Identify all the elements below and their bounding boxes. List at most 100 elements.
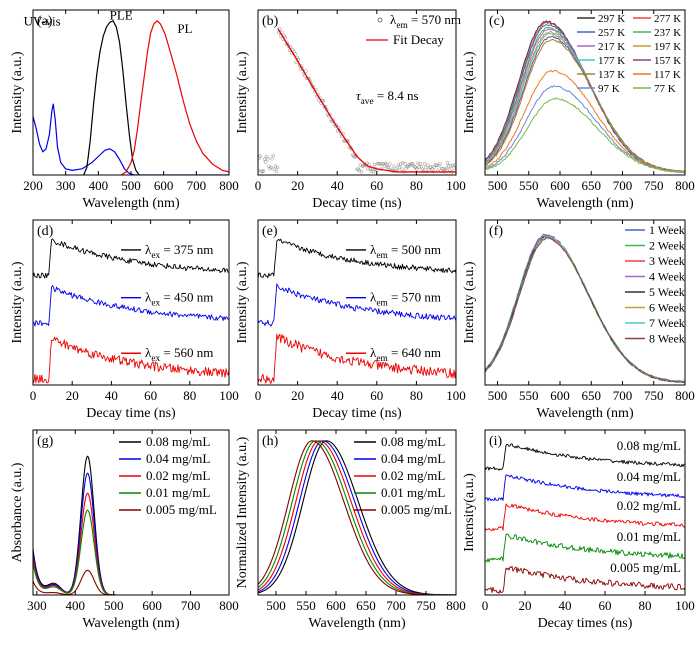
data-point <box>270 156 274 161</box>
decay-line <box>33 285 229 327</box>
legend-label: 137 K <box>598 69 625 81</box>
series-line <box>33 569 229 595</box>
x-tick-label: 700 <box>187 178 207 193</box>
decay-line <box>33 238 229 279</box>
x-tick-label: 400 <box>66 598 86 613</box>
y-axis-label: Intensity (a.u.) <box>10 261 25 343</box>
data-point <box>377 161 381 166</box>
decay-line <box>485 533 685 563</box>
legend-label: λex = 450 nm <box>145 290 213 309</box>
data-point <box>441 166 445 171</box>
data-point <box>263 160 268 164</box>
legend-label: 197 K <box>654 41 681 53</box>
x-tick-label: 800 <box>675 388 695 403</box>
data-point <box>286 44 291 48</box>
data-point <box>378 162 382 166</box>
plot-area <box>33 238 229 384</box>
data-point <box>269 165 273 170</box>
data-point <box>453 163 456 167</box>
x-tick-label: 80 <box>410 178 423 193</box>
fit-decay-line <box>277 28 456 173</box>
decay-line <box>258 238 456 279</box>
panel-d: λex = 375 nm λex = 450 nm λex = 560 nm 0 20 4… <box>10 219 239 421</box>
data-point <box>266 157 270 161</box>
legend-label: 8 Week <box>649 332 685 346</box>
data-point <box>359 170 364 174</box>
data-point <box>422 161 427 166</box>
data-point <box>274 169 279 174</box>
data-point <box>426 163 430 168</box>
panel-label: (e) <box>262 224 278 239</box>
y-axis-label: Normalized Intensity (a.u.) <box>235 436 250 588</box>
x-tick-label: 650 <box>582 178 602 193</box>
x-axis-label: Wavelength (nm) <box>82 196 180 211</box>
data-point <box>437 163 441 168</box>
y-axis-label: Absorbance (a.u.) <box>10 462 25 562</box>
decay-line <box>485 565 685 594</box>
y-axis-label: Intensity(a.u.) <box>462 473 477 552</box>
data-point <box>420 167 425 172</box>
x-tick-label: 800 <box>219 178 239 193</box>
x-tick-label: 550 <box>519 178 539 193</box>
data-point <box>371 169 376 174</box>
legend-label: 0.005 mg/mL <box>146 502 217 517</box>
data-point <box>438 162 442 166</box>
x-tick-label: 700 <box>181 598 201 613</box>
x-tick-label: 500 <box>488 178 508 193</box>
data-point <box>324 108 329 112</box>
legend-label: λex = 375 nm <box>145 242 213 261</box>
legend-label: 257 K <box>598 27 625 39</box>
x-axis-label: Decay time (ns) <box>86 406 176 421</box>
data-point <box>272 167 277 172</box>
data-point <box>432 165 437 169</box>
x-tick-label: 60 <box>370 178 383 193</box>
x-tick-label: 80 <box>639 598 652 613</box>
plot-frame <box>32 219 230 386</box>
legend-label: 0.02 mg/mL <box>381 468 445 483</box>
legend-label: 77 K <box>654 83 676 95</box>
plot-frame <box>257 9 457 176</box>
x-tick-label: 500 <box>266 598 286 613</box>
x-tick-label: 750 <box>644 178 664 193</box>
x-tick-label: 800 <box>446 598 466 613</box>
plot-area <box>485 233 685 384</box>
series-line <box>33 103 229 175</box>
data-point <box>444 166 449 171</box>
y-axis-label: Intensity (a.u.) <box>235 261 250 343</box>
x-tick-label: 400 <box>89 178 109 193</box>
legend-label: 2 Week <box>649 239 685 253</box>
data-point <box>415 167 419 171</box>
x-axis-label: Wavelength (nm) <box>536 406 634 421</box>
x-tick-label: 200 <box>23 178 43 193</box>
legend-label: 0.08 mg/mL <box>381 434 445 449</box>
series-line <box>83 20 140 175</box>
x-tick-label: 0 <box>255 388 262 403</box>
curve-label: PL <box>177 21 192 36</box>
data-point <box>271 153 275 158</box>
plot-frame <box>484 9 686 176</box>
data-point <box>258 156 261 160</box>
series-line <box>485 39 685 173</box>
legend-label: 7 Week <box>649 316 685 330</box>
x-tick-label: 100 <box>446 388 466 403</box>
x-axis-label: Decay time (ns) <box>312 406 402 421</box>
x-axis-label: Wavelength (nm) <box>536 196 634 211</box>
data-point <box>262 157 267 161</box>
legend-label: 297 K <box>598 13 625 25</box>
x-tick-label: 60 <box>144 388 157 403</box>
data-point <box>399 167 404 172</box>
plot-area <box>258 238 456 384</box>
x-tick-label: 550 <box>296 598 316 613</box>
x-tick-label: 20 <box>519 598 532 613</box>
decay-line <box>258 333 456 384</box>
curve-label: PLE <box>110 7 133 22</box>
x-tick-label: 500 <box>121 178 141 193</box>
plot-frame <box>257 219 457 386</box>
annotation-label: τave = 8.4 ns <box>356 88 419 107</box>
legend-label: 0.08 mg/mL <box>146 434 210 449</box>
x-tick-label: 800 <box>675 178 695 193</box>
x-tick-label: 600 <box>326 598 346 613</box>
legend-label: λem = 640 nm <box>370 345 441 364</box>
panel-g: 0.08 mg/mL 0.04 mg/mL 0.02 mg/mL 0.01 mg/mL… <box>10 429 239 631</box>
